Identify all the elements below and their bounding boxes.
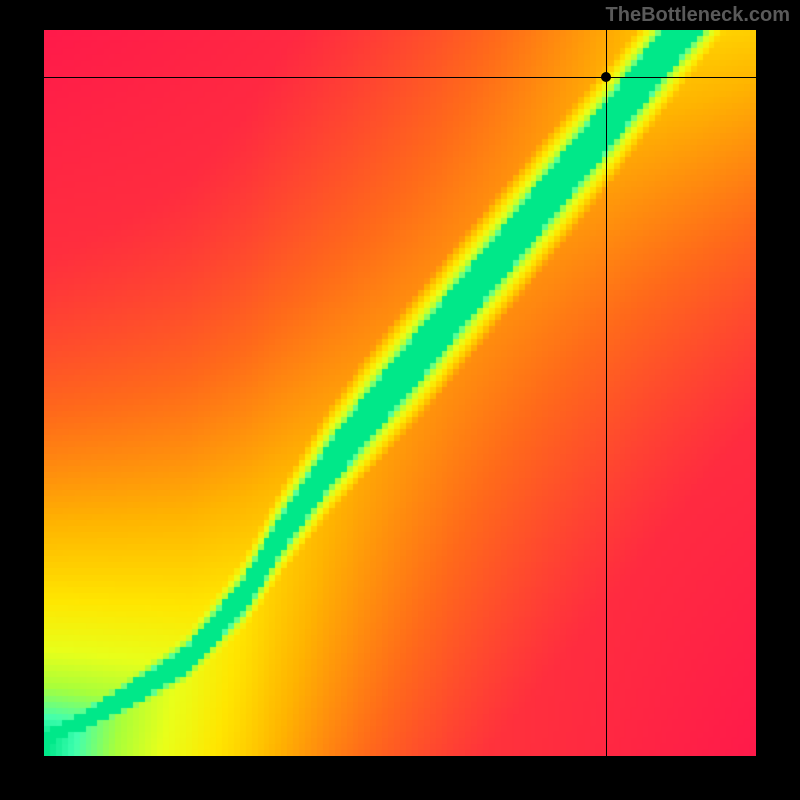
attribution-text: TheBottleneck.com [606, 4, 790, 27]
heatmap-plot [44, 30, 756, 756]
heatmap-canvas [44, 30, 756, 756]
crosshair-marker [601, 72, 611, 82]
crosshair-vertical [606, 30, 607, 756]
crosshair-horizontal [44, 77, 756, 78]
